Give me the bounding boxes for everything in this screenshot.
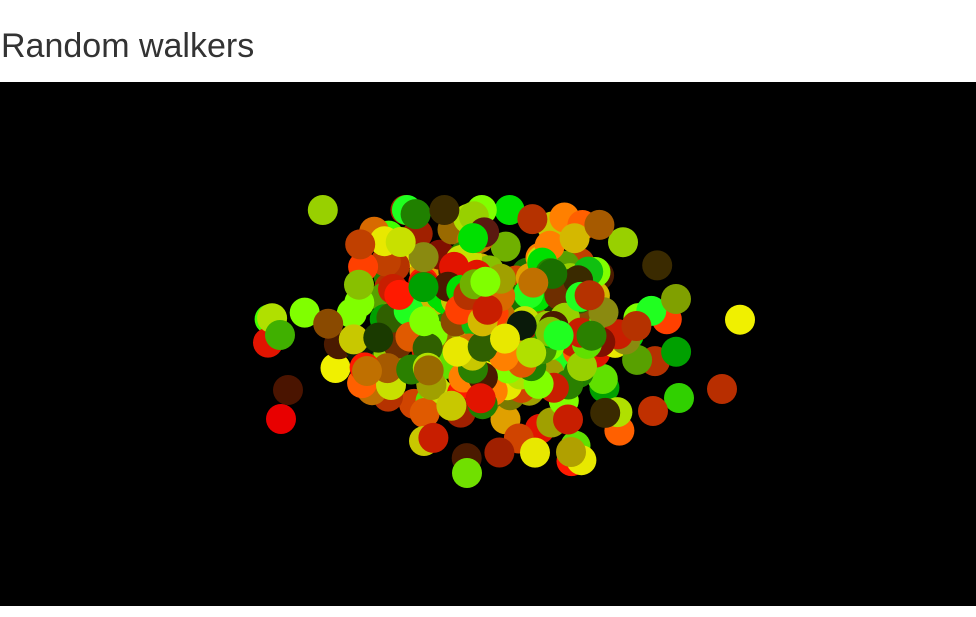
walker-dot bbox=[307, 195, 338, 225]
walker-dot bbox=[576, 320, 607, 351]
walker-dot bbox=[664, 383, 694, 413]
walker-dot bbox=[465, 383, 496, 414]
walker-dot bbox=[516, 337, 547, 368]
walker-dot bbox=[442, 336, 473, 367]
walker-dot bbox=[553, 404, 583, 435]
walkers-svg bbox=[253, 195, 755, 488]
walker-dot bbox=[621, 311, 652, 341]
walker-dot bbox=[289, 297, 320, 328]
walker-canvas[interactable] bbox=[0, 82, 976, 606]
walker-dot bbox=[584, 209, 615, 240]
walker-dot bbox=[352, 356, 382, 386]
walker-dot bbox=[638, 396, 668, 426]
walker-dot bbox=[556, 437, 586, 467]
walker-dot bbox=[517, 204, 548, 235]
walker-dot bbox=[484, 437, 515, 468]
walker-dot bbox=[458, 223, 488, 254]
walker-dot bbox=[574, 280, 605, 311]
walker-dot bbox=[518, 267, 549, 298]
walker-dot bbox=[490, 323, 520, 354]
walker-dot bbox=[385, 227, 416, 257]
walker-dot bbox=[661, 284, 691, 314]
walker-dot bbox=[608, 227, 638, 258]
walker-dot bbox=[344, 269, 374, 300]
walker-dot bbox=[273, 375, 303, 405]
page-title: Random walkers bbox=[1, 27, 255, 65]
walker-dot bbox=[472, 294, 503, 325]
walker-dot bbox=[429, 195, 460, 225]
walker-dot bbox=[413, 355, 444, 386]
walker-dot bbox=[409, 306, 440, 337]
walker-dot bbox=[707, 374, 737, 404]
walker-dot bbox=[338, 324, 369, 355]
walker-dot bbox=[345, 229, 376, 260]
walker-dot bbox=[400, 199, 431, 230]
walker-dot bbox=[590, 397, 621, 428]
walker-dot bbox=[265, 320, 295, 350]
walker-dot bbox=[559, 223, 590, 254]
walker-dot bbox=[320, 353, 351, 383]
walker-dot bbox=[661, 336, 692, 367]
walker-dot bbox=[336, 298, 367, 329]
walker-dot bbox=[363, 322, 394, 353]
walker-dot bbox=[436, 390, 467, 421]
walker-dot bbox=[418, 422, 449, 453]
walker-dot bbox=[452, 458, 482, 488]
walker-dot bbox=[642, 250, 673, 281]
walker-dot bbox=[725, 304, 755, 335]
walker-dot bbox=[470, 266, 501, 297]
walker-dot bbox=[520, 437, 550, 468]
walker-dot bbox=[266, 404, 296, 434]
walker-dot bbox=[490, 231, 521, 262]
walker-dot bbox=[543, 320, 574, 351]
walker-dot bbox=[408, 272, 439, 303]
walker-dot bbox=[408, 242, 439, 273]
walker-dot bbox=[409, 398, 440, 428]
walker-dot bbox=[494, 195, 525, 225]
walker-dot bbox=[313, 308, 344, 339]
walker-dot bbox=[384, 279, 415, 310]
